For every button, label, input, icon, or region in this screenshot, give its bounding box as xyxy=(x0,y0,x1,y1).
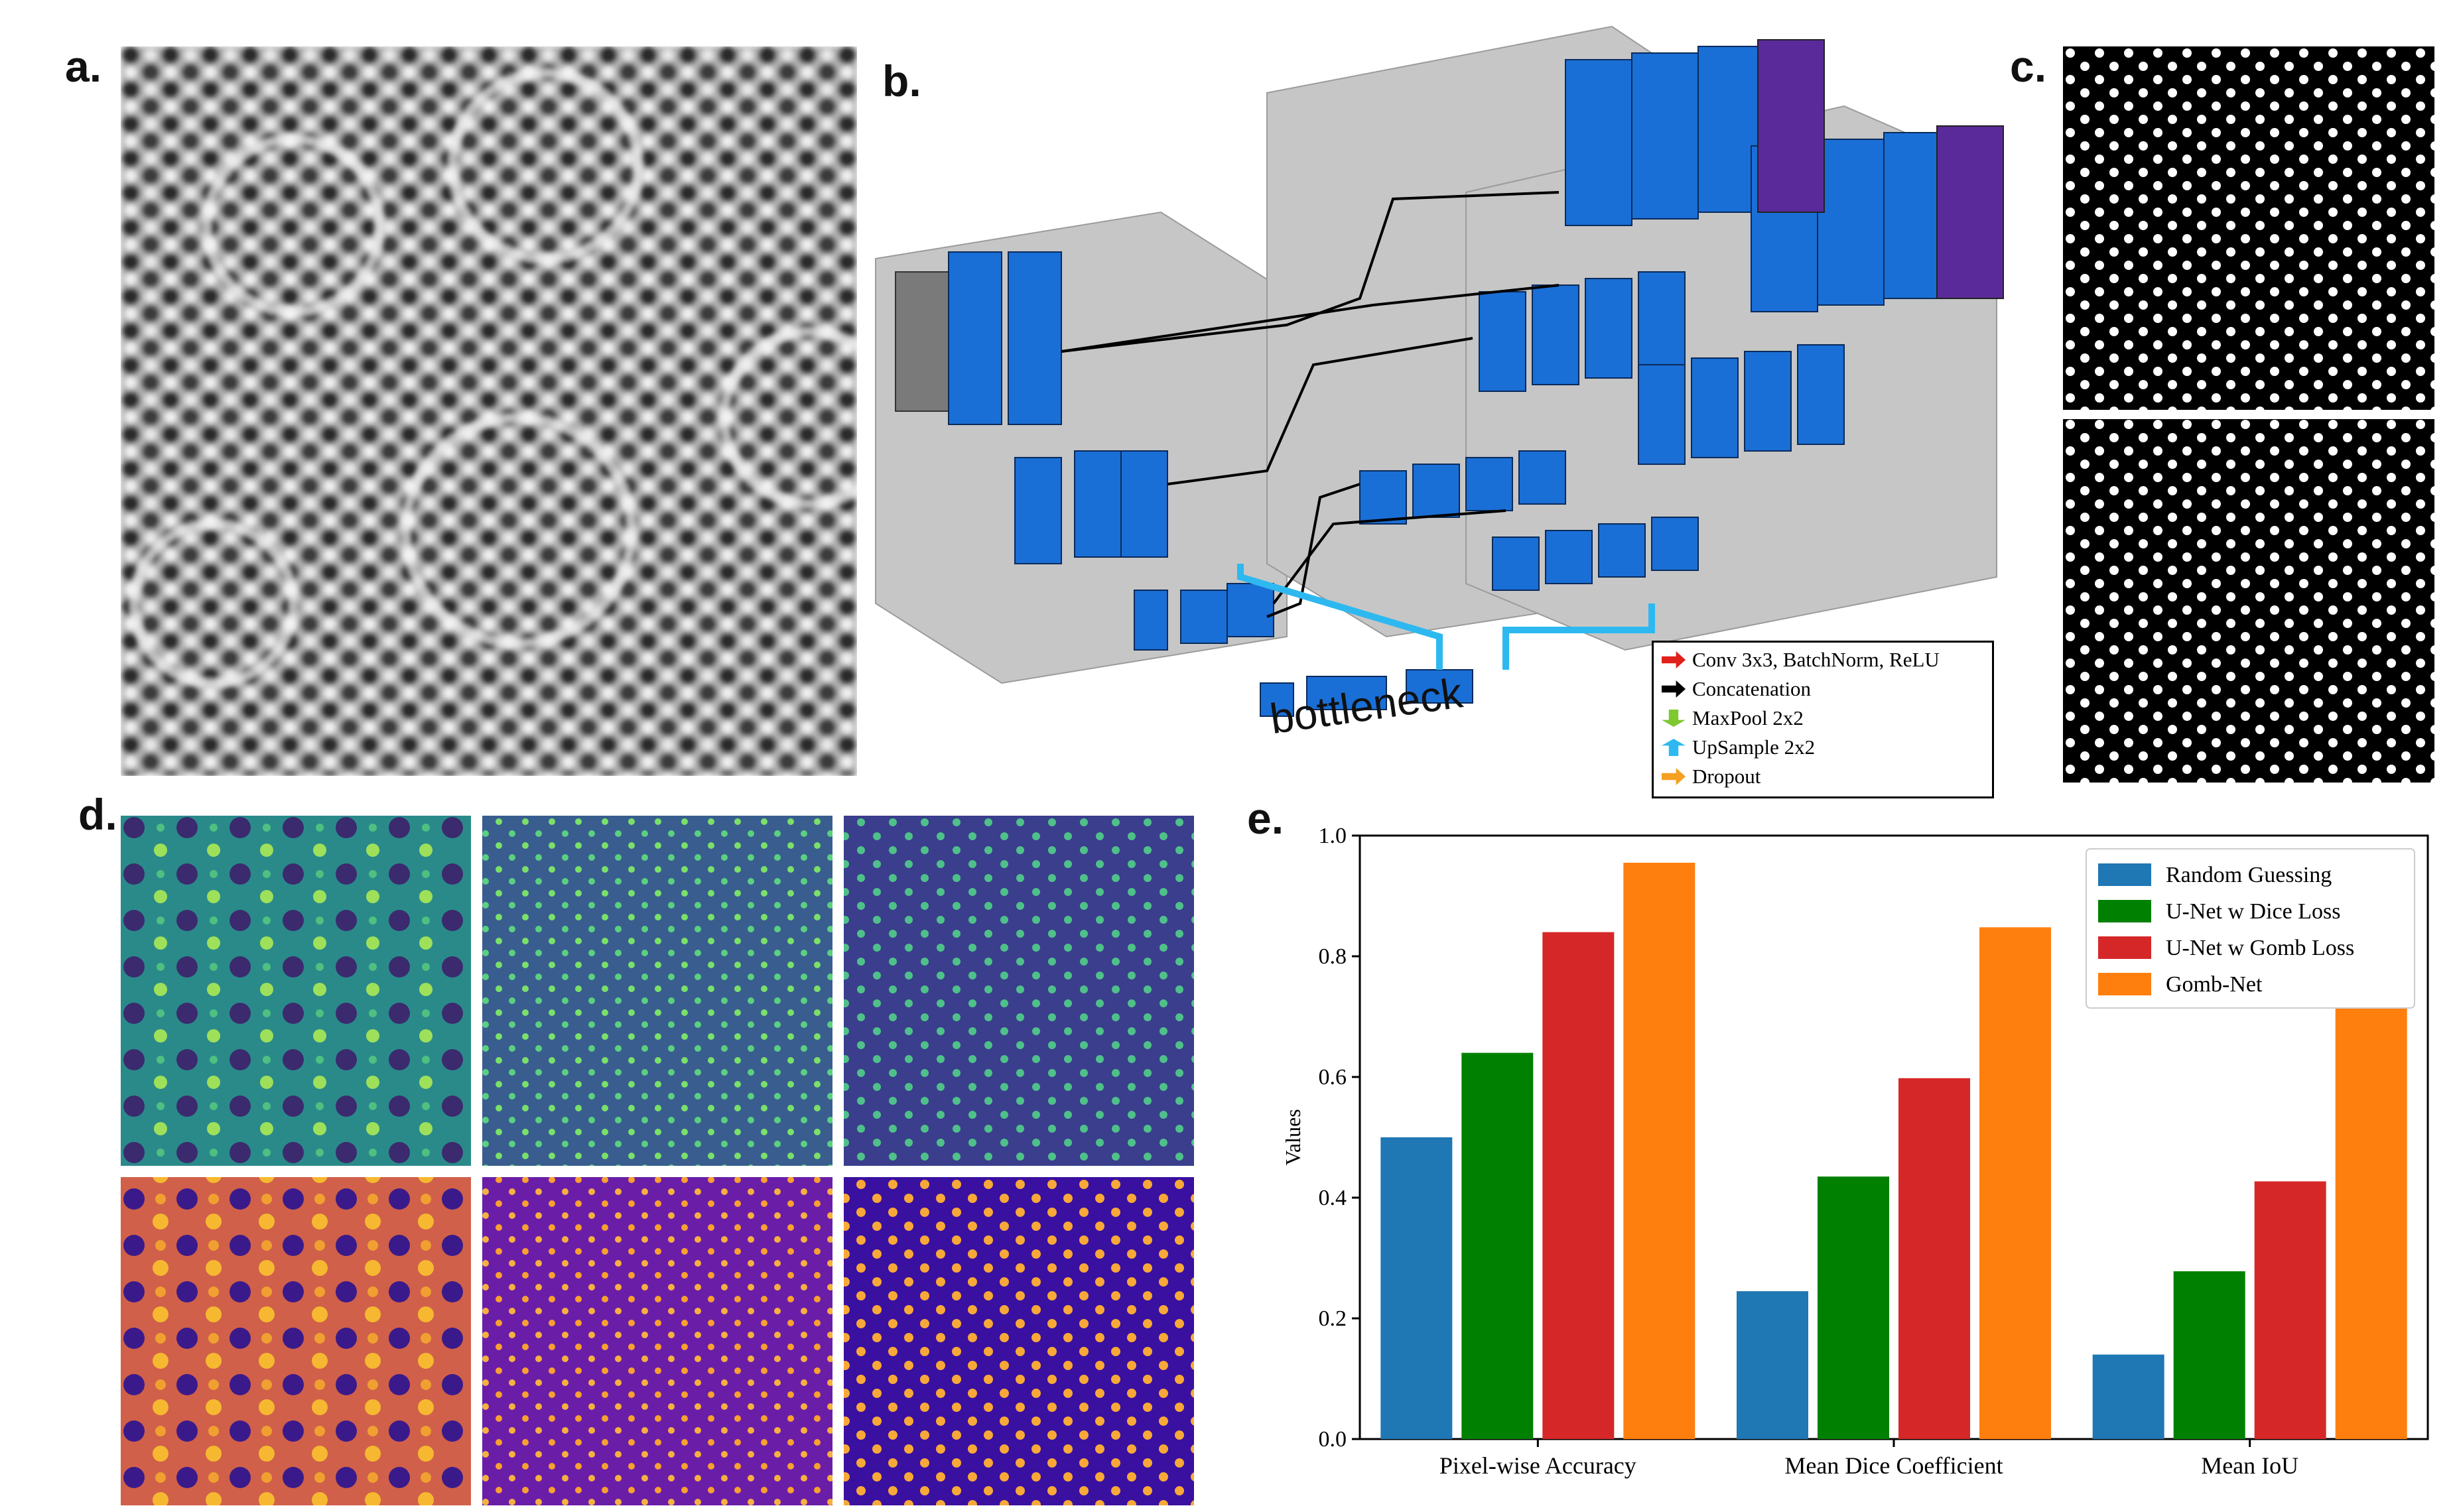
panel-label-c: c. xyxy=(2010,42,2047,91)
output-map-1 xyxy=(1757,39,1825,213)
bar-1-2 xyxy=(1898,1078,1970,1439)
bar-1-0 xyxy=(1737,1291,1808,1439)
y-tick-label-0: 0.0 xyxy=(1319,1427,1347,1452)
x-tick-label-1: Mean Dice Coefficient xyxy=(1784,1452,2003,1479)
mask-top xyxy=(2063,46,2434,410)
panel-a-micrograph xyxy=(121,46,857,776)
panel-b-unet-diagram xyxy=(869,20,2010,783)
x-tick-label-2: Mean IoU xyxy=(2201,1452,2298,1479)
down-arrow-icon xyxy=(1662,710,1686,727)
panel-label-d: d. xyxy=(78,790,117,839)
d-viridis-2 xyxy=(482,816,832,1166)
chart-legend-box xyxy=(2086,848,2415,1009)
legend-swatch-2 xyxy=(2098,936,2151,959)
bar-2-1 xyxy=(2173,1271,2245,1439)
panel-b-legend: Conv 3x3, BatchNorm, ReLU Concatenation … xyxy=(1652,641,1994,798)
bar-2-3 xyxy=(2335,992,2407,1439)
legend-row-conv: Conv 3x3, BatchNorm, ReLU xyxy=(1662,648,1940,672)
panel-c-masks xyxy=(2063,46,2434,783)
legend-label-1: U-Net w Dice Loss xyxy=(2166,899,2340,924)
legend-swatch-3 xyxy=(2098,973,2151,995)
bar-2-2 xyxy=(2254,1181,2326,1439)
bar-0-2 xyxy=(1542,932,1615,1439)
up-arrow-icon xyxy=(1662,739,1686,756)
panel-label-e: e. xyxy=(1247,794,1284,843)
y-axis-label: Values xyxy=(1281,1109,1305,1165)
bar-2-0 xyxy=(2092,1354,2164,1439)
panel-label-a: a. xyxy=(65,42,102,91)
bar-1-3 xyxy=(1979,927,2051,1439)
d-viridis-1 xyxy=(121,816,471,1166)
orange-arrow-icon xyxy=(1662,768,1686,785)
output-map-2 xyxy=(1936,125,2004,299)
d-plasma-2 xyxy=(482,1177,832,1505)
legend-label-upsample: UpSample 2x2 xyxy=(1692,735,1816,759)
y-tick-label-1: 0.2 xyxy=(1319,1306,1347,1331)
y-tick-label-2: 0.4 xyxy=(1319,1186,1347,1210)
bar-1-1 xyxy=(1818,1176,1889,1439)
d-plasma-1 xyxy=(121,1177,471,1505)
y-tick-label-4: 0.8 xyxy=(1319,944,1347,969)
legend-label-3: Gomb-Net xyxy=(2166,972,2263,997)
legend-swatch-0 xyxy=(2098,863,2151,886)
y-tick-label-3: 0.6 xyxy=(1319,1065,1347,1090)
legend-row-dropout: Dropout xyxy=(1662,765,1760,788)
legend-row-maxpool: MaxPool 2x2 xyxy=(1662,706,1804,730)
legend-swatch-1 xyxy=(2098,900,2151,922)
black-arrow-icon xyxy=(1662,680,1686,698)
panel-d-grid xyxy=(121,816,1195,1505)
bar-chart-svg: 0.0 0.2 0.4 0.6 0.8 1.0 Values Pixel-wise Accur… xyxy=(1281,824,2429,1479)
legend-label-0: Random Guessing xyxy=(2166,863,2332,887)
panel-label-b: b. xyxy=(882,56,921,105)
legend-label-dropout: Dropout xyxy=(1692,765,1761,788)
legend-label-conv: Conv 3x3, BatchNorm, ReLU xyxy=(1692,648,1940,671)
legend-label-concat: Concatenation xyxy=(1692,677,1812,700)
x-tick-label-0: Pixel-wise Accuracy xyxy=(1439,1452,1636,1479)
bar-0-1 xyxy=(1461,1052,1534,1439)
bar-0-3 xyxy=(1623,862,1695,1439)
legend-label-maxpool: MaxPool 2x2 xyxy=(1692,706,1804,729)
legend-label-2: U-Net w Gomb Loss xyxy=(2166,936,2354,960)
red-arrow-icon xyxy=(1662,651,1686,668)
d-viridis-3 xyxy=(844,816,1194,1166)
panel-e-chart: 0.0 0.2 0.4 0.6 0.8 1.0 Values Pixel-wise Accur… xyxy=(1260,822,2454,1512)
legend-row-concat: Concatenation xyxy=(1662,677,1811,701)
bar-0-0 xyxy=(1380,1137,1453,1439)
d-plasma-3 xyxy=(844,1177,1194,1505)
mask-bottom xyxy=(2063,419,2434,783)
y-tick-label-5: 1.0 xyxy=(1319,824,1347,848)
legend-row-upsample: UpSample 2x2 xyxy=(1662,735,1815,759)
